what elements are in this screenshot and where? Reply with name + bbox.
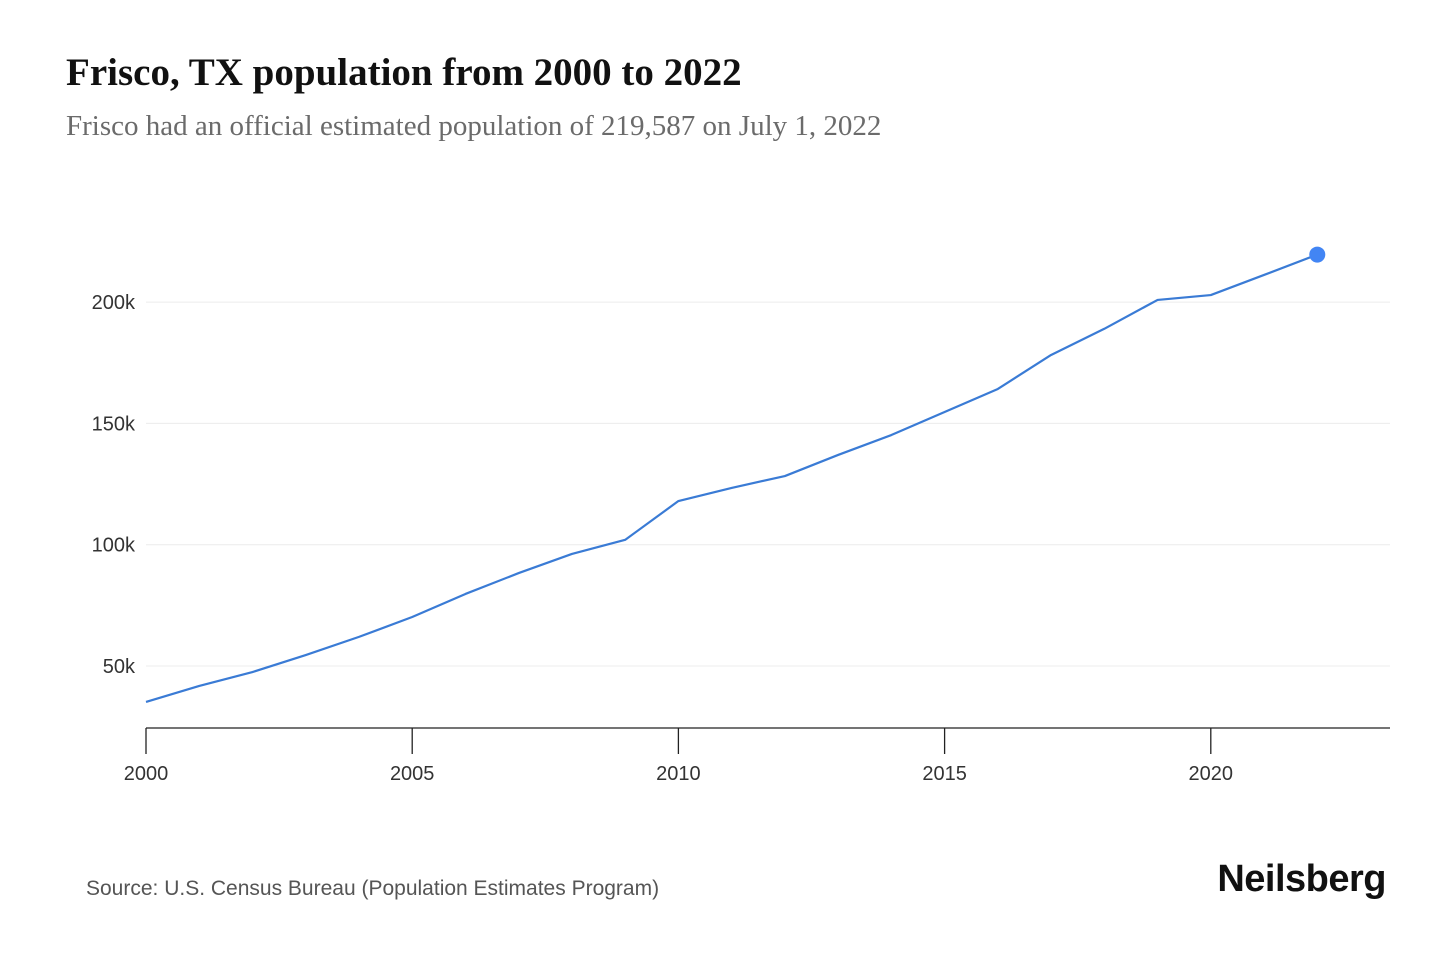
x-tick-label: 2005: [390, 763, 435, 785]
last-data-point: [1309, 246, 1326, 263]
chart-subtitle: Frisco had an official estimated populat…: [66, 110, 882, 142]
x-tick-label: 2015: [922, 763, 967, 785]
population-line: [145, 253, 1318, 703]
y-tick-label: 200k: [92, 292, 136, 314]
x-tick-label: 2000: [124, 763, 169, 785]
x-tick-label: 2010: [656, 763, 701, 785]
chart-title: Frisco, TX population from 2000 to 2022: [66, 51, 742, 94]
y-tick-label: 100k: [92, 535, 136, 557]
y-tick-label: 150k: [92, 413, 136, 435]
x-tick-label: 2020: [1189, 763, 1234, 785]
y-tick-label: 50k: [103, 656, 136, 678]
source-note: Source: U.S. Census Bureau (Population E…: [86, 877, 660, 900]
neilsberg-logo: Neilsberg: [1217, 858, 1386, 900]
